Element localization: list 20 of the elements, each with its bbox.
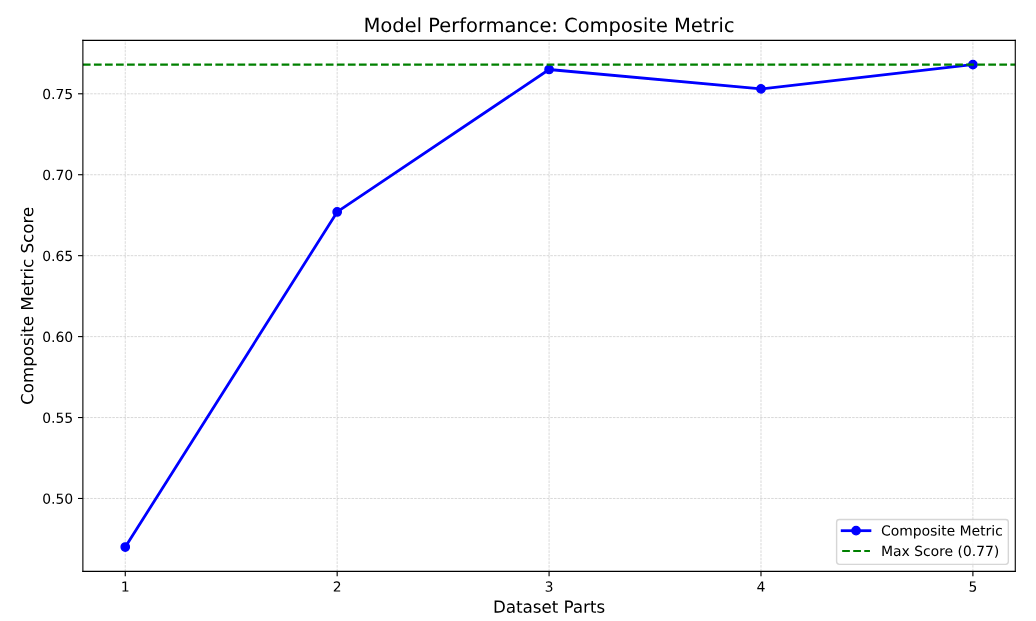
x-axis-title: Dataset Parts	[494, 600, 605, 613]
point	[544, 64, 554, 75]
x-tick-label: 3	[545, 581, 553, 592]
x-tick-label: 4	[757, 581, 765, 592]
point	[332, 207, 343, 217]
x-tick-label: 5	[969, 581, 977, 592]
y-tick-label: 0.55	[43, 412, 72, 424]
y-tick-label: 0.65	[43, 250, 72, 262]
legend-label: Max Score (0.77)	[882, 545, 999, 558]
chart-title: Model Performance: Composite Metric	[365, 17, 734, 37]
legend-label: Composite Metric	[881, 524, 1002, 539]
point	[756, 84, 766, 94]
point	[120, 542, 131, 552]
y-tick-label: 0.75	[43, 88, 72, 100]
y-tick-label: 0.50	[43, 493, 73, 504]
x-tick-label: 2	[333, 581, 341, 592]
y-tick-label: 0.70	[43, 169, 73, 181]
y-axis-title: Composite Metric Score	[20, 207, 37, 404]
x-tick-label: 1	[122, 581, 129, 592]
y-tick-label: 0.60	[43, 331, 73, 343]
